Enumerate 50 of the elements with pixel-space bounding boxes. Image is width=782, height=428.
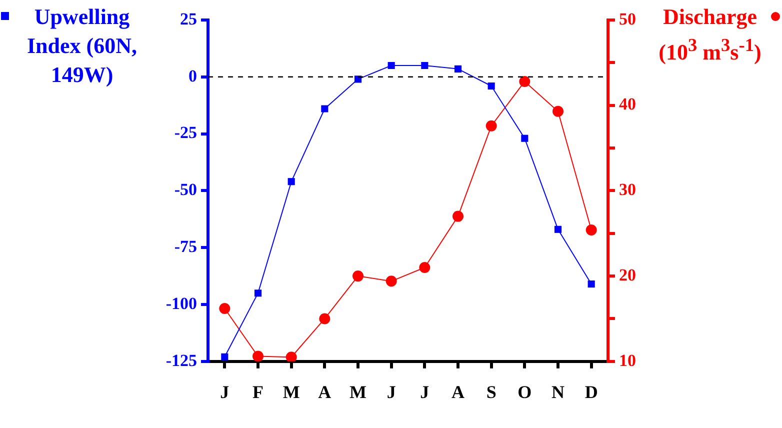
point xyxy=(319,313,330,324)
x-tick-label: D xyxy=(584,382,598,402)
y-tick-label: 25 xyxy=(180,9,197,28)
point xyxy=(388,62,395,70)
point xyxy=(219,302,230,314)
point xyxy=(321,105,328,112)
point xyxy=(286,352,297,362)
point xyxy=(588,280,595,288)
y2-tick-label: 50 xyxy=(619,9,636,28)
y-tick-label: -50 xyxy=(174,180,197,200)
point xyxy=(419,262,430,274)
y2-tick-label: 10 xyxy=(619,350,636,370)
point xyxy=(488,82,495,90)
y-tick-label: 0 xyxy=(188,66,197,86)
x-tick-label: N xyxy=(552,382,564,402)
x-tick-label: S xyxy=(486,382,496,402)
point xyxy=(354,76,362,83)
point xyxy=(552,106,564,117)
y-tick-label: -125 xyxy=(166,350,197,370)
x-tick-label: J xyxy=(420,382,430,402)
point xyxy=(519,76,530,87)
y-tick-label: -75 xyxy=(174,236,197,256)
point xyxy=(554,226,562,233)
y-axis-title: Upwelling Index (60N, 149W) xyxy=(26,3,138,89)
x-tick-label: O xyxy=(518,382,532,402)
y-tick-label: -25 xyxy=(174,123,197,142)
point xyxy=(521,134,528,142)
point xyxy=(386,276,397,287)
y2-tick-label: 30 xyxy=(619,180,636,200)
x-tick-label: M xyxy=(282,382,300,402)
y2-tick-label: 40 xyxy=(619,94,636,114)
point xyxy=(254,290,262,297)
x-tick-label: A xyxy=(452,382,464,402)
x-tick-label: J xyxy=(386,382,396,402)
point xyxy=(352,270,364,282)
point xyxy=(452,210,464,222)
point xyxy=(421,62,428,70)
point xyxy=(221,353,228,360)
point xyxy=(252,350,264,362)
point xyxy=(288,178,295,186)
y2-axis-title: Discharge (10$^{3}$ m$^{3}$s$^{-1}$) xyxy=(658,3,762,66)
y-tick-label: -100 xyxy=(166,294,197,313)
point xyxy=(586,224,597,236)
x-tick-label: A xyxy=(318,382,332,402)
x-tick-label: F xyxy=(252,382,264,402)
y2-tick-label: 20 xyxy=(619,265,636,284)
x-tick-label: M xyxy=(350,382,366,402)
point xyxy=(486,120,497,132)
x-tick-label: J xyxy=(220,382,230,402)
point xyxy=(454,65,462,72)
